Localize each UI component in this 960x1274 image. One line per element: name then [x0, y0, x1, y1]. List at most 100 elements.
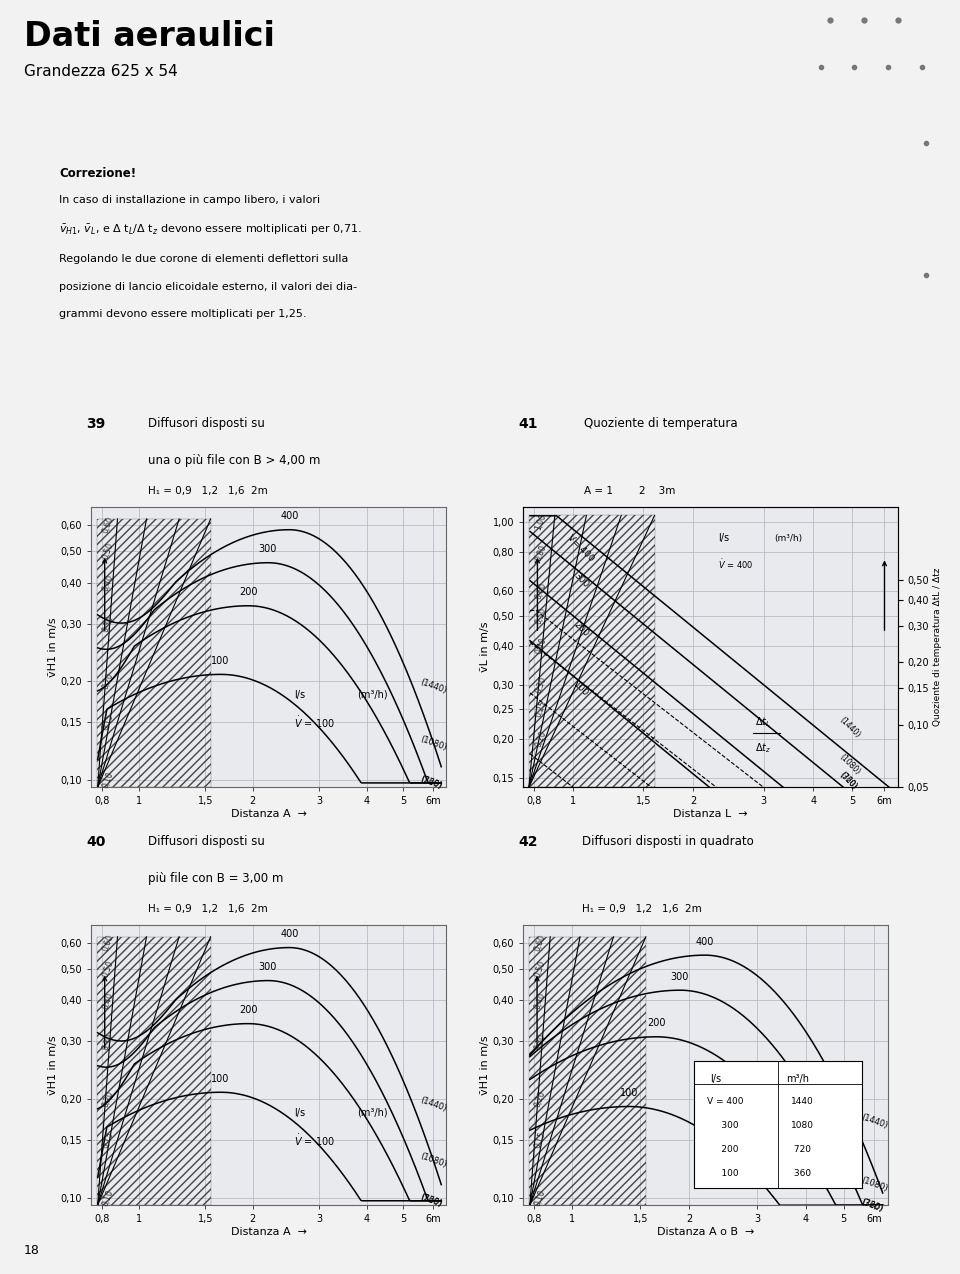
Text: 0,50: 0,50 [534, 606, 548, 626]
Text: (1440): (1440) [419, 1096, 448, 1113]
Text: 400: 400 [280, 929, 299, 939]
Y-axis label: ṽH1 in m/s: ṽH1 in m/s [48, 618, 58, 676]
Text: 0,40: 0,40 [533, 991, 547, 1010]
X-axis label: Distanza L  →: Distanza L → [673, 809, 748, 819]
Text: 100: 100 [211, 656, 229, 666]
Text: (1440): (1440) [837, 715, 861, 739]
Text: Regolando le due corone di elementi deflettori sulla: Regolando le due corone di elementi defl… [60, 254, 348, 264]
Text: $\dot{V}$ = 400: $\dot{V}$ = 400 [718, 557, 754, 571]
Text: (360): (360) [419, 775, 444, 791]
Text: (1080): (1080) [419, 1152, 448, 1170]
Text: 0,30: 0,30 [534, 675, 548, 694]
Text: 1080: 1080 [791, 1121, 814, 1130]
Text: 0,40: 0,40 [101, 991, 115, 1010]
Text: 40: 40 [86, 834, 106, 848]
Text: 0,15: 0,15 [101, 1131, 115, 1149]
Text: 1440: 1440 [791, 1097, 814, 1106]
Text: $\Delta t_L$: $\Delta t_L$ [756, 716, 771, 730]
Text: 200: 200 [239, 587, 257, 598]
Text: grammi devono essere moltiplicati per 1,25.: grammi devono essere moltiplicati per 1,… [60, 310, 306, 320]
Text: 0,60: 0,60 [533, 934, 547, 952]
Text: 100: 100 [211, 1074, 229, 1084]
Text: 0,10: 0,10 [533, 1189, 547, 1208]
Text: (1440): (1440) [860, 1112, 889, 1130]
Text: Diffusori disposti in quadrato: Diffusori disposti in quadrato [582, 834, 754, 848]
Text: Grandezza 625 x 54: Grandezza 625 x 54 [24, 64, 178, 79]
Text: H₁ = 0,9   1,2   1,6  2m: H₁ = 0,9 1,2 1,6 2m [149, 905, 268, 913]
Text: 400: 400 [280, 511, 299, 521]
Text: l/s: l/s [710, 1074, 722, 1084]
Text: (m³/h): (m³/h) [357, 1107, 388, 1117]
Text: (m³/h): (m³/h) [774, 534, 803, 543]
Text: 200: 200 [708, 1145, 738, 1154]
Text: 300: 300 [258, 962, 276, 972]
Text: (360): (360) [419, 1192, 444, 1209]
Text: (m³/h): (m³/h) [357, 689, 388, 699]
Text: (360): (360) [860, 1198, 884, 1213]
Text: 200: 200 [647, 1018, 665, 1028]
Y-axis label: ṽH1 in m/s: ṽH1 in m/s [48, 1036, 58, 1094]
Text: 1,00: 1,00 [534, 513, 548, 531]
Text: 0,20: 0,20 [534, 730, 548, 749]
Text: 300: 300 [670, 972, 689, 982]
Text: $\dot{V}$ = 100: $\dot{V}$ = 100 [294, 1134, 335, 1148]
Text: m³/h: m³/h [786, 1074, 809, 1084]
Text: 39: 39 [86, 417, 106, 431]
Text: V = 400: V = 400 [708, 1097, 744, 1106]
Text: Dati aeraulici: Dati aeraulici [24, 19, 275, 52]
X-axis label: Distanza A  →: Distanza A → [230, 1227, 307, 1237]
Text: 0,80: 0,80 [534, 543, 548, 562]
Text: Correzione!: Correzione! [60, 167, 136, 180]
Text: 0,30: 0,30 [533, 1032, 547, 1051]
Text: (720): (720) [419, 775, 443, 791]
Text: Diffusori disposti su: Diffusori disposti su [149, 834, 265, 848]
Text: l/s: l/s [732, 1107, 742, 1117]
Text: (1440): (1440) [419, 678, 448, 696]
Text: 0,60: 0,60 [101, 516, 115, 534]
Text: (360): (360) [837, 771, 858, 791]
Text: posizione di lancio elicoidale esterno, il valori dei dia-: posizione di lancio elicoidale esterno, … [60, 282, 357, 292]
Text: 0,10: 0,10 [101, 771, 115, 790]
Text: 0,15: 0,15 [533, 1131, 547, 1149]
Text: 0,25: 0,25 [534, 699, 548, 719]
Text: 42: 42 [518, 834, 538, 848]
Text: 0,40: 0,40 [534, 636, 548, 655]
Text: 0,30: 0,30 [101, 614, 115, 633]
Text: l/s: l/s [294, 689, 304, 699]
Text: l/s: l/s [718, 533, 729, 543]
Text: Diffusori disposti su: Diffusori disposti su [149, 417, 265, 431]
Text: Quoziente di temperatura: Quoziente di temperatura [584, 417, 737, 431]
Text: In caso di installazione in campo libero, i valori: In caso di installazione in campo libero… [60, 195, 321, 205]
Text: 0,50: 0,50 [101, 959, 115, 978]
Text: 720: 720 [791, 1145, 811, 1154]
Text: 0,20: 0,20 [101, 1089, 115, 1108]
Text: $\Delta t_z$: $\Delta t_z$ [756, 741, 772, 754]
Text: (720): (720) [419, 1192, 443, 1209]
Text: 0,10: 0,10 [101, 1189, 115, 1208]
Text: $\dot{V}$ = 100: $\dot{V}$ = 100 [732, 1134, 772, 1148]
Text: 300: 300 [571, 571, 590, 589]
Text: 41: 41 [518, 417, 538, 431]
Text: 300: 300 [258, 544, 276, 554]
Text: 400: 400 [695, 936, 713, 947]
Text: 300: 300 [708, 1121, 739, 1130]
Text: 360: 360 [791, 1170, 811, 1178]
X-axis label: Distanza A o B  →: Distanza A o B → [657, 1227, 755, 1237]
Y-axis label: ṽL in m/s: ṽL in m/s [480, 622, 490, 673]
Text: 0,20: 0,20 [533, 1089, 547, 1108]
Text: 0,40: 0,40 [101, 573, 115, 592]
Text: 200: 200 [571, 619, 590, 638]
Text: 100: 100 [620, 1088, 638, 1098]
Text: più file con B = 3,00 m: più file con B = 3,00 m [149, 871, 284, 884]
Text: 18: 18 [24, 1245, 40, 1257]
Text: 0,15: 0,15 [101, 713, 115, 731]
Text: una o più file con B > 4,00 m: una o più file con B > 4,00 m [149, 454, 321, 466]
Text: 0,50: 0,50 [533, 959, 547, 978]
Text: (1080): (1080) [419, 734, 448, 752]
Text: 100: 100 [708, 1170, 739, 1178]
Text: (1080): (1080) [860, 1175, 889, 1192]
Text: $\dot{V}$ = 100: $\dot{V}$ = 100 [294, 716, 335, 730]
Text: (1080): (1080) [837, 753, 861, 777]
Text: H₁ = 0,9   1,2   1,6  2m: H₁ = 0,9 1,2 1,6 2m [582, 905, 702, 913]
Text: 0,60: 0,60 [534, 582, 548, 601]
